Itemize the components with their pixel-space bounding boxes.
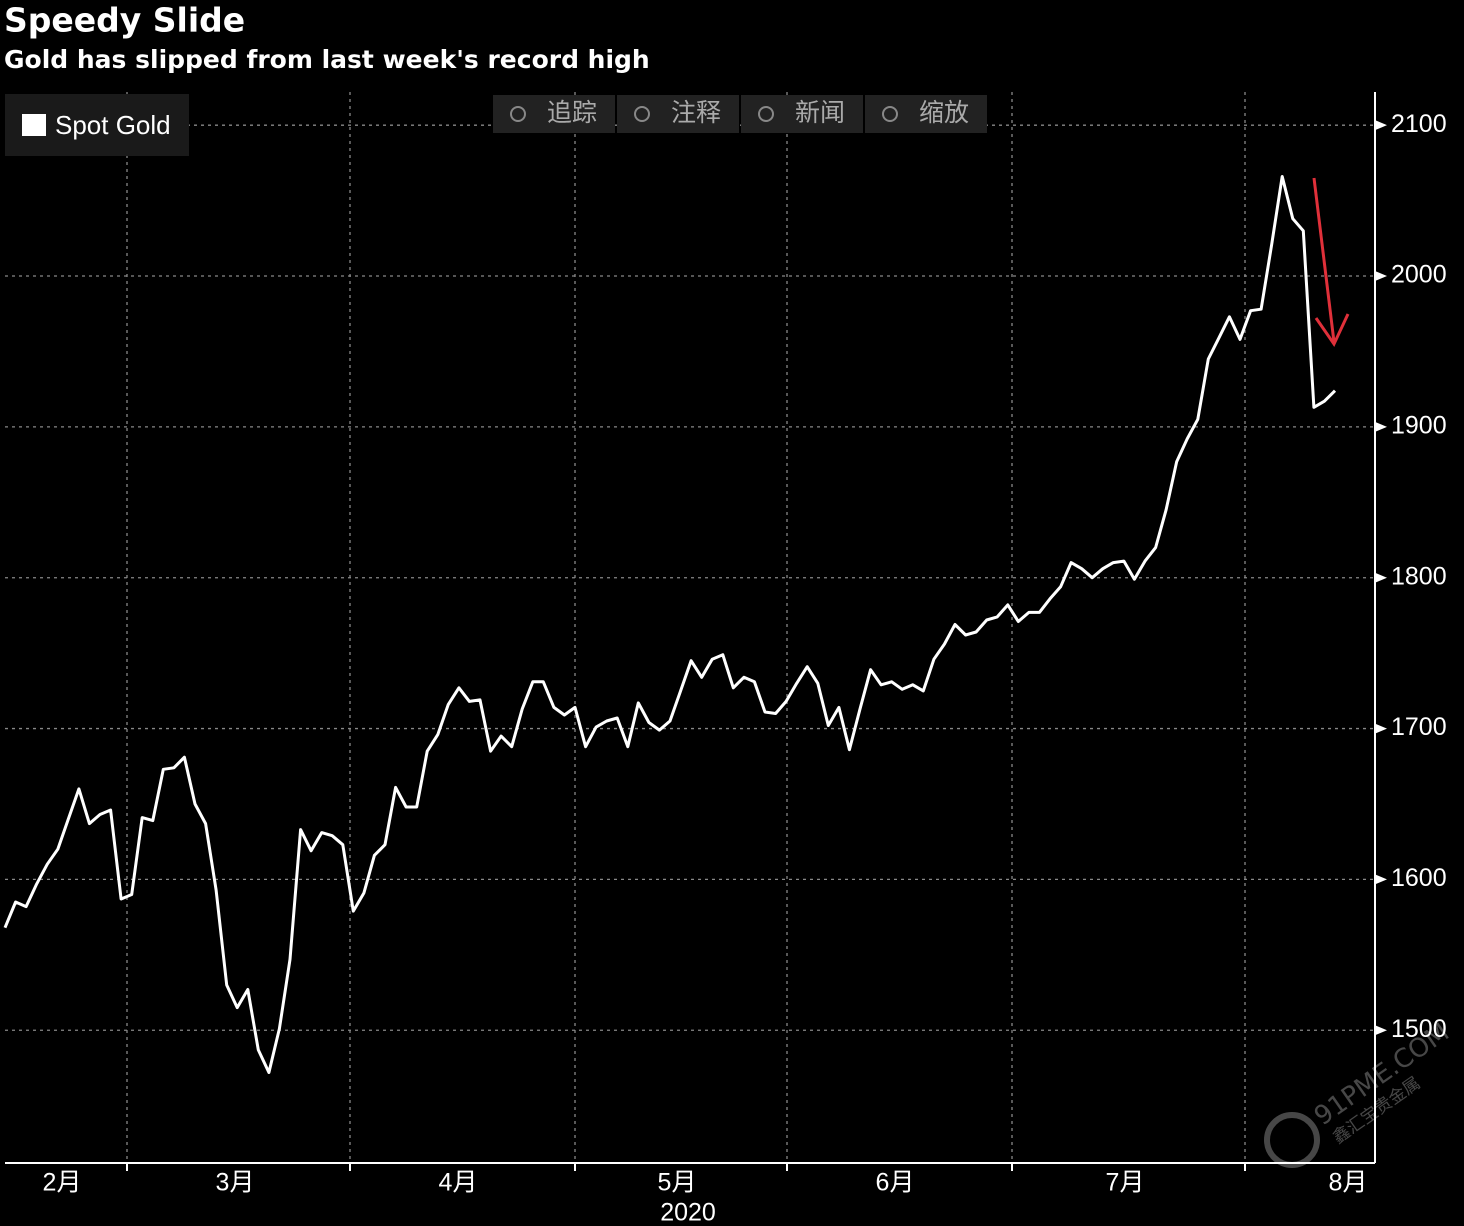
y-tick-mark bbox=[1375, 421, 1387, 432]
toolbar-label: 追踪 bbox=[547, 98, 597, 127]
chart-title: Speedy Slide bbox=[4, 1, 245, 40]
y-tick-label: 1500 bbox=[1391, 1015, 1447, 1043]
toolbar-button[interactable] bbox=[741, 95, 863, 133]
arrow-head bbox=[1314, 313, 1350, 348]
chart-subtitle: Gold has slipped from last week's record… bbox=[4, 45, 650, 74]
y-tick-label: 1600 bbox=[1391, 864, 1447, 892]
arrow-annotation bbox=[1312, 177, 1350, 348]
watermark-logo bbox=[1264, 1112, 1320, 1168]
toolbar-button[interactable] bbox=[617, 95, 739, 133]
toolbar-label: 新闻 bbox=[795, 98, 845, 127]
x-tick-label: 6月 bbox=[876, 1169, 915, 1197]
toolbar-icon bbox=[510, 106, 526, 122]
y-tick-mark bbox=[1375, 572, 1387, 583]
toolbar-button[interactable] bbox=[493, 95, 615, 133]
legend-label: Spot Gold bbox=[55, 110, 171, 140]
x-tick-label: 8月 bbox=[1329, 1169, 1368, 1197]
x-tick-label: 7月 bbox=[1106, 1169, 1145, 1197]
x-tick-label: 4月 bbox=[439, 1169, 478, 1197]
y-tick-label: 2000 bbox=[1391, 261, 1447, 289]
toolbar-icon bbox=[758, 106, 774, 122]
legend-swatch bbox=[22, 114, 46, 136]
x-tick-label: 3月 bbox=[216, 1169, 255, 1197]
toolbar-label: 缩放 bbox=[919, 98, 969, 127]
y-tick-mark bbox=[1375, 723, 1387, 734]
toolbar: 追踪 注释 新闻 缩放 bbox=[493, 95, 987, 133]
y-tick-label: 2100 bbox=[1391, 110, 1447, 138]
y-tick-mark bbox=[1375, 271, 1387, 282]
x-axis-label: 2020 bbox=[660, 1199, 716, 1226]
y-tick-label: 1700 bbox=[1391, 713, 1447, 741]
y-tick-mark bbox=[1375, 874, 1387, 885]
x-tick-label: 5月 bbox=[658, 1169, 697, 1197]
y-tick-label: 1800 bbox=[1391, 562, 1447, 590]
y-tick-label: 1900 bbox=[1391, 411, 1447, 439]
grid bbox=[5, 92, 1375, 1163]
toolbar-icon bbox=[882, 106, 898, 122]
toolbar-icon bbox=[634, 106, 650, 122]
price-line bbox=[3, 175, 1337, 1074]
y-tick-mark bbox=[1375, 120, 1387, 131]
arrow-shaft bbox=[1312, 177, 1336, 343]
y-tick-mark bbox=[1375, 1025, 1387, 1036]
toolbar-label: 注释 bbox=[671, 98, 721, 127]
toolbar-button[interactable] bbox=[865, 95, 987, 133]
x-tick-label: 2月 bbox=[43, 1169, 82, 1197]
